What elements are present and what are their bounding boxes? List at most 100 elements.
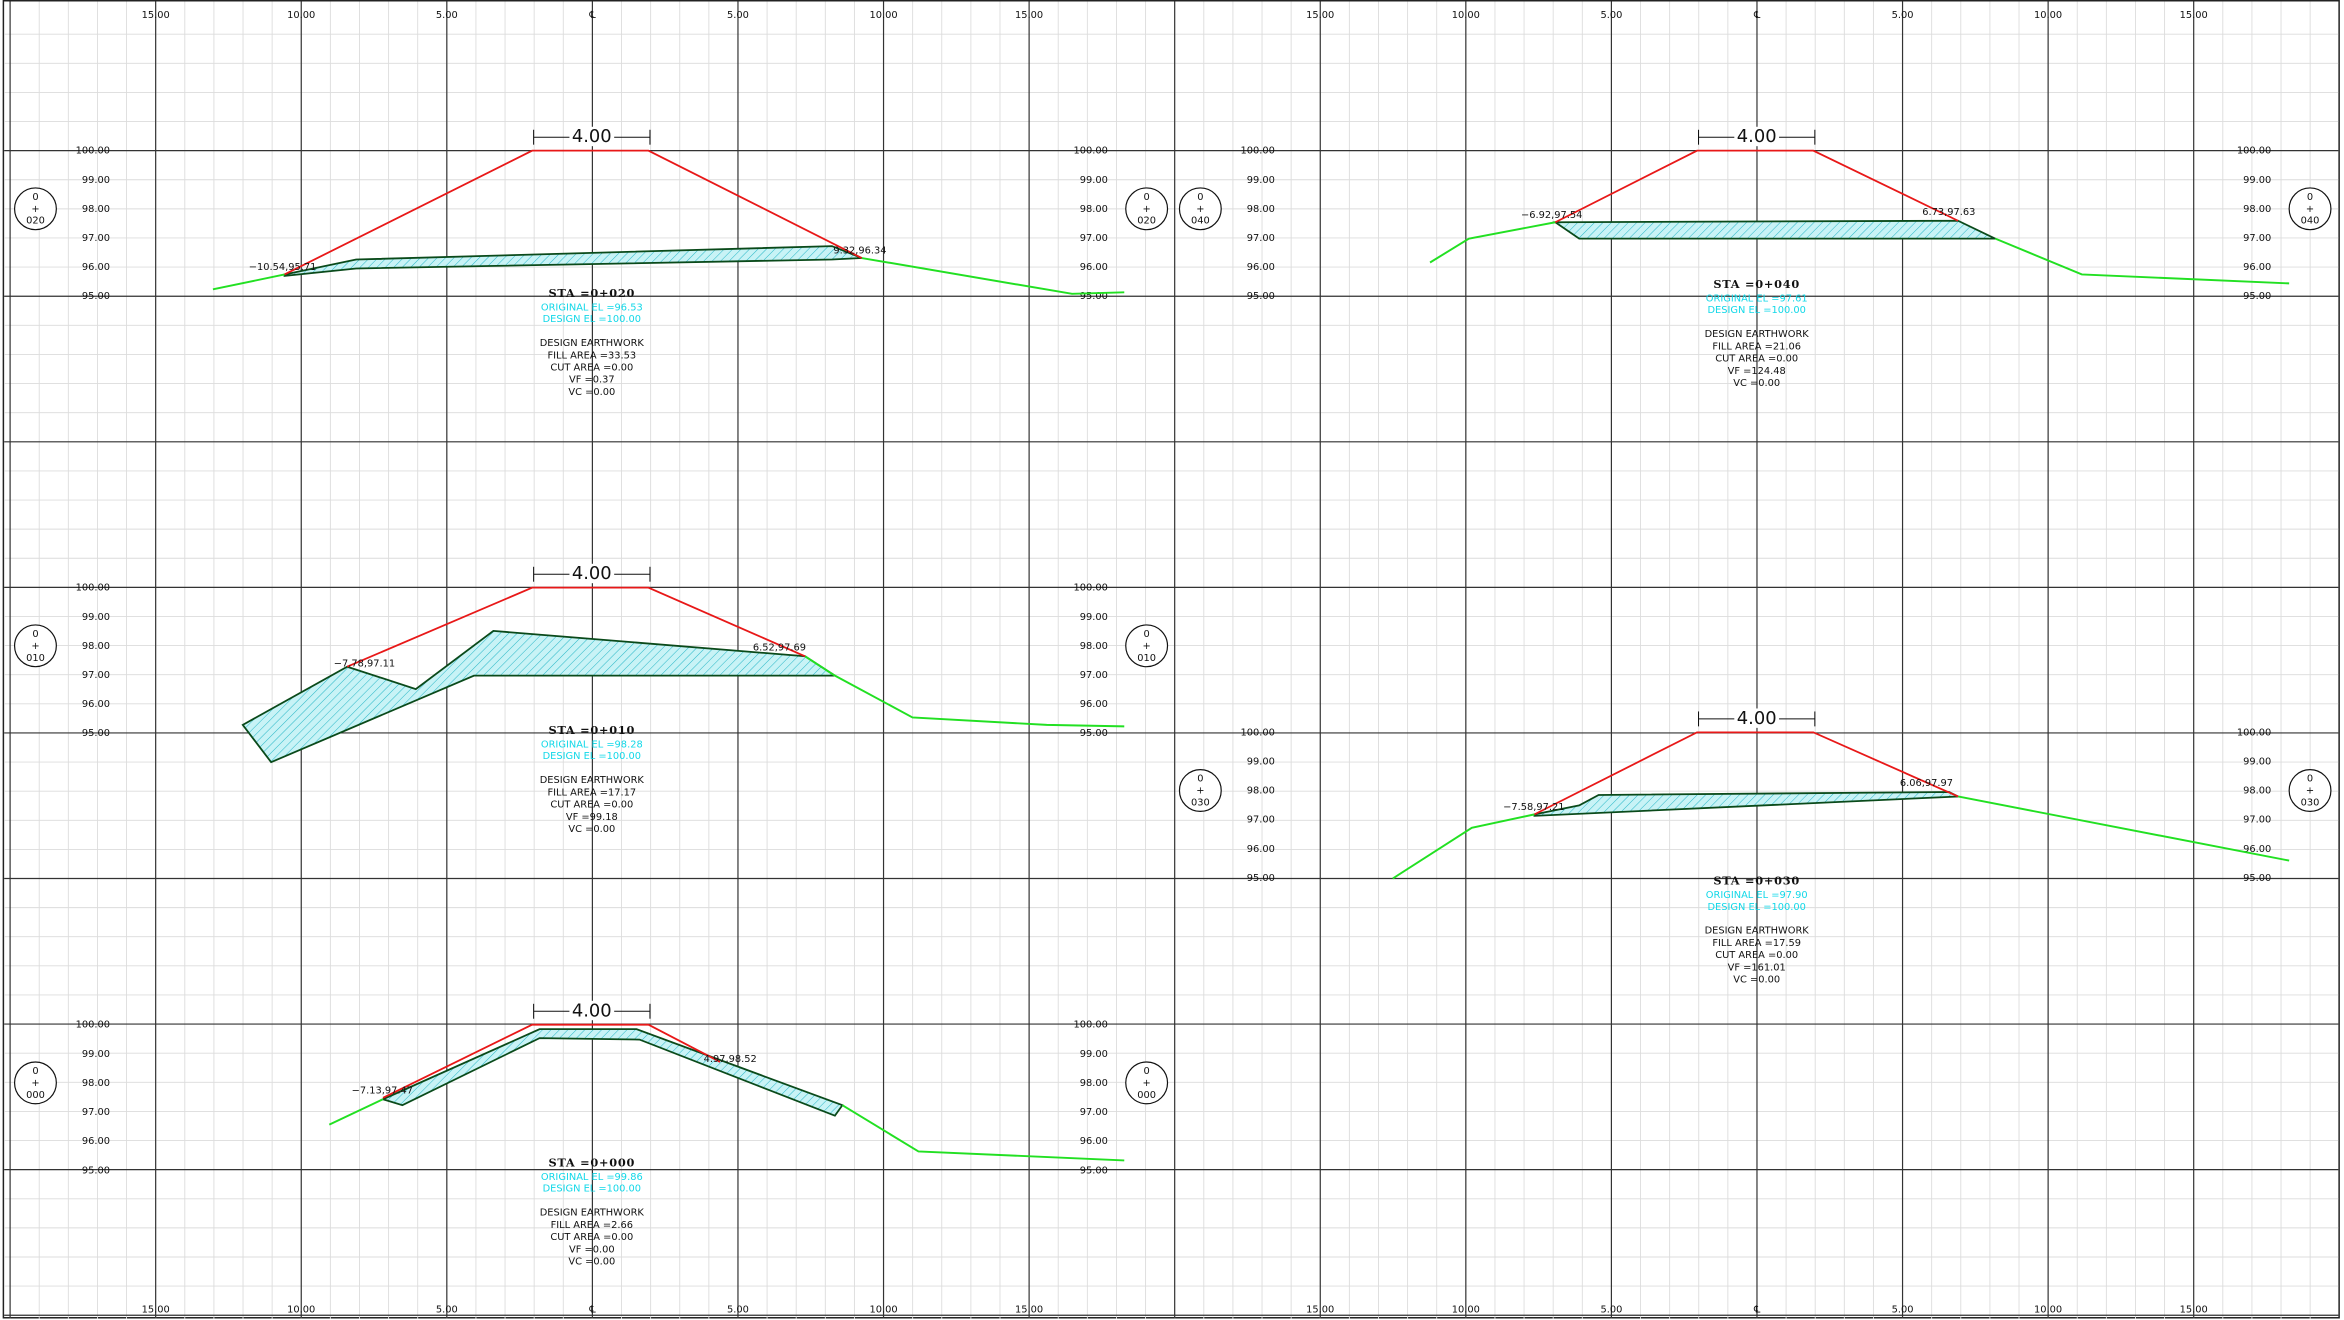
fill-area xyxy=(1552,219,1996,240)
earthwork-line: FILL AREA =17.17 xyxy=(547,787,636,798)
earthwork-line: VF =124.48 xyxy=(1728,366,1786,377)
earthwork-line: FILL AREA =2.66 xyxy=(551,1220,633,1231)
dimension-bg xyxy=(1734,708,1780,728)
axis-label: 10.00 xyxy=(2034,10,2062,21)
original-elevation: ORIGINAL EL =98.28 xyxy=(541,739,643,750)
elevation-label: 97.00 xyxy=(1080,233,1108,244)
earthwork-line: CUT AREA =0.00 xyxy=(1715,354,1798,365)
axis-label: 10.00 xyxy=(869,1305,897,1316)
elevation-label: 95.00 xyxy=(1080,728,1108,739)
station-text: 020 xyxy=(26,216,45,227)
elevation-label: 95.00 xyxy=(1247,291,1275,302)
axis-label: 5.00 xyxy=(1892,10,1914,21)
axis-label: 10.00 xyxy=(2034,1305,2062,1316)
design-line xyxy=(1554,149,1959,224)
elevation-label: 100.00 xyxy=(76,146,110,157)
elevation-label: 95.00 xyxy=(1080,1165,1108,1176)
elevation-label: 98.00 xyxy=(1080,1078,1108,1089)
station-text: 0 xyxy=(1144,192,1150,203)
station-text: + xyxy=(1196,786,1204,797)
elevation-label: 97.00 xyxy=(82,1107,110,1118)
elevation-label: 96.00 xyxy=(82,262,110,273)
axis-label: 15.00 xyxy=(142,10,170,21)
earthwork-line: FILL AREA =33.53 xyxy=(547,350,636,361)
elevation-label: 95.00 xyxy=(82,291,110,302)
station-text: 0 xyxy=(1144,1066,1150,1077)
axis-label: 10.00 xyxy=(1452,1305,1480,1316)
station-title: STA =0+040 xyxy=(1713,277,1800,291)
dimension-label: 4.00 xyxy=(572,1000,612,1021)
earthwork-line: DESIGN EARTHWORK xyxy=(540,1208,645,1219)
station-circle xyxy=(1178,769,1222,812)
station-text: 000 xyxy=(1137,1090,1156,1101)
station-title: STA =0+030 xyxy=(1713,873,1800,887)
design-elevation: DESIGN EL =100.00 xyxy=(543,314,641,325)
elevation-label: 96.00 xyxy=(1080,262,1108,273)
elevation-label: 100.00 xyxy=(2237,727,2271,738)
ground-line xyxy=(1957,795,2290,862)
original-elevation: ORIGINAL EL =99.86 xyxy=(541,1172,643,1183)
earthwork-line: VC =0.00 xyxy=(1733,975,1780,986)
elevation-label: 95.00 xyxy=(82,1165,110,1176)
dimension-bg xyxy=(569,1000,615,1021)
elevation-label: 97.00 xyxy=(2243,233,2271,244)
elevation-label: 95.00 xyxy=(1247,873,1275,884)
design-elevation: DESIGN EL =100.00 xyxy=(1707,305,1805,316)
elevation-label: 100.00 xyxy=(1073,146,1107,157)
design-line xyxy=(1534,731,1959,816)
axis-label: 5.00 xyxy=(1600,1305,1622,1316)
ground-line xyxy=(1429,221,1556,264)
elevation-label: 98.00 xyxy=(1080,204,1108,215)
earthwork-line: DESIGN EARTHWORK xyxy=(1705,926,1810,937)
station-text: 010 xyxy=(26,653,45,664)
station-text: 0 xyxy=(1197,774,1203,785)
elevation-label: 95.00 xyxy=(82,728,110,739)
station-text: 0 xyxy=(2307,774,2313,785)
station-text: 020 xyxy=(1137,216,1156,227)
elevation-label: 96.00 xyxy=(1247,844,1275,855)
station-text: 0 xyxy=(1144,629,1150,640)
station-text: + xyxy=(31,641,39,652)
elevation-label: 96.00 xyxy=(82,1136,110,1147)
axis-label: 15.00 xyxy=(1306,1305,1334,1316)
elevation-label: 95.00 xyxy=(2243,873,2271,884)
design-line xyxy=(284,149,863,276)
dimension-bg xyxy=(569,563,615,584)
right-point-label: 6.73,97.63 xyxy=(1922,207,1975,218)
earthwork-line: DESIGN EARTHWORK xyxy=(1705,329,1810,340)
ground-line xyxy=(212,273,285,291)
elevation-label: 99.00 xyxy=(2243,175,2271,186)
elevation-label: 99.00 xyxy=(82,175,110,186)
earthwork-line: VF =0.37 xyxy=(569,375,615,386)
station-title: STA =0+020 xyxy=(548,286,635,300)
elevation-label: 97.00 xyxy=(1080,1107,1108,1118)
earthwork-line: CUT AREA =0.00 xyxy=(1715,950,1798,961)
earthwork-line: CUT AREA =0.00 xyxy=(550,800,633,811)
elevation-label: 98.00 xyxy=(2243,204,2271,215)
elevation-label: 95.00 xyxy=(1080,291,1108,302)
station-text: 0 xyxy=(32,192,38,203)
design-elevation: DESIGN EL =100.00 xyxy=(543,1184,641,1195)
left-point-label: −10.54,95.71 xyxy=(249,262,317,273)
elevation-label: 97.00 xyxy=(82,670,110,681)
station-text: 000 xyxy=(26,1090,45,1101)
elevation-label: 98.00 xyxy=(1080,641,1108,652)
axis-label: ℄ xyxy=(588,1305,596,1316)
elevation-label: 96.00 xyxy=(1080,699,1108,710)
axis-label: 15.00 xyxy=(2180,10,2208,21)
ground-line xyxy=(328,1098,384,1126)
station-text: + xyxy=(1143,204,1151,215)
design-elevation: DESIGN EL =100.00 xyxy=(543,751,641,762)
earthwork-line: VC =0.00 xyxy=(568,824,615,835)
fill-area xyxy=(380,1028,844,1117)
right-point-label: 6.06,97.97 xyxy=(1900,778,1953,789)
elevation-label: 95.00 xyxy=(2243,291,2271,302)
right-point-label: 4.97,98.52 xyxy=(704,1054,757,1065)
earthwork-line: VC =0.00 xyxy=(1733,378,1780,389)
elevation-label: 97.00 xyxy=(1080,670,1108,681)
earthwork-line: CUT AREA =0.00 xyxy=(550,363,633,374)
elevation-label: 99.00 xyxy=(2243,756,2271,767)
axis-label: 5.00 xyxy=(436,1305,458,1316)
earthwork-line: VF =99.18 xyxy=(566,812,618,823)
